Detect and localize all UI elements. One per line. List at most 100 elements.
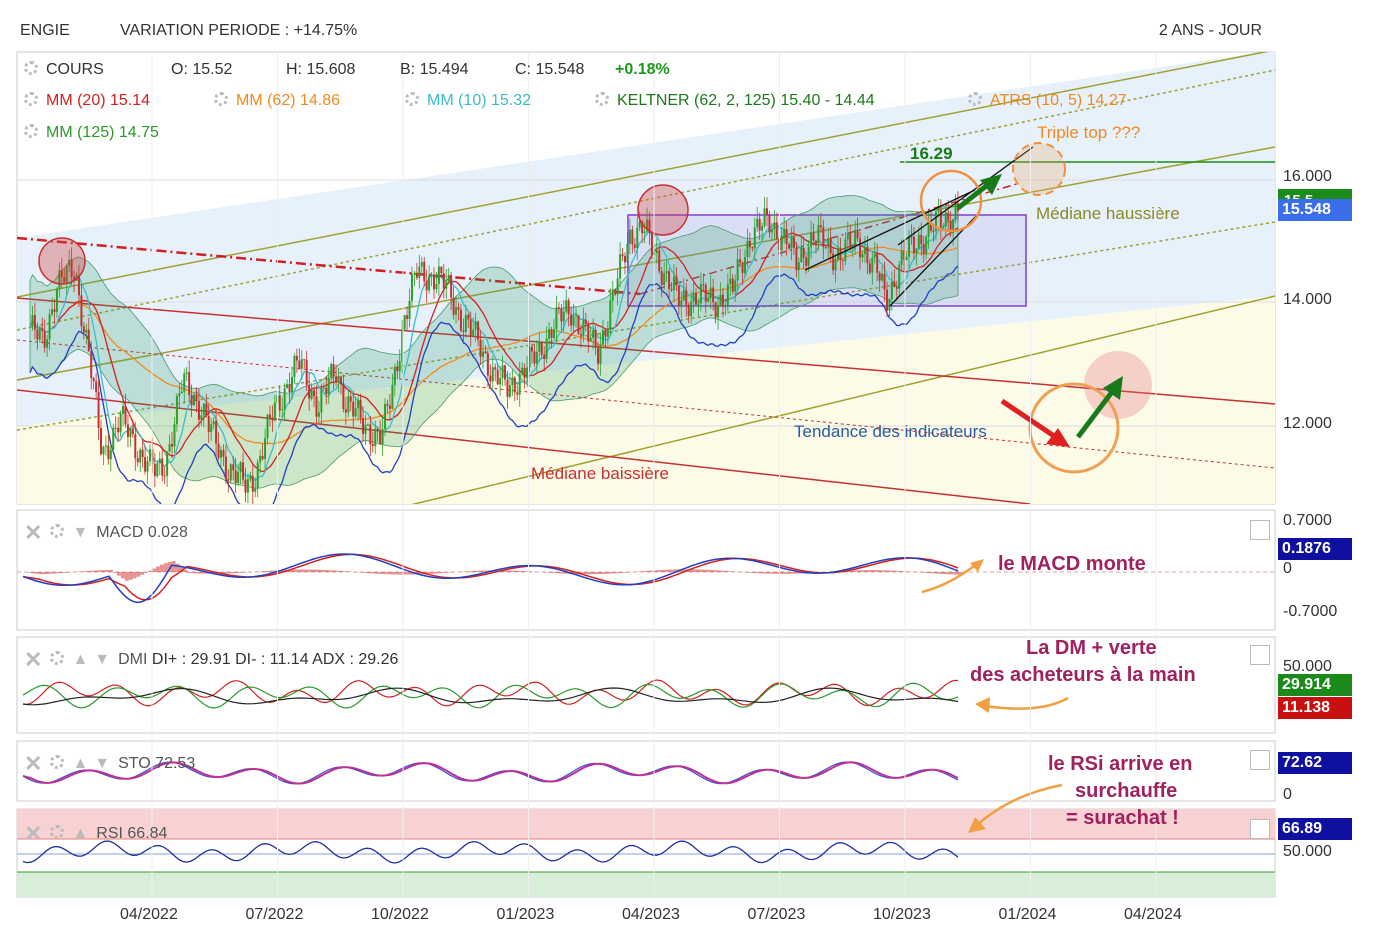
candle	[543, 354, 546, 360]
variation-label: VARIATION PERIODE : +14.75%	[120, 22, 358, 39]
macd-bar	[711, 570, 716, 572]
candle	[158, 458, 161, 464]
candle	[761, 225, 764, 231]
arrow-down-icon[interactable]: ▼	[94, 651, 111, 668]
macd-bar	[199, 572, 203, 574]
candle	[55, 288, 58, 312]
mm20-label: MM (20) 15.14	[46, 92, 151, 109]
gear-icon[interactable]	[24, 61, 38, 75]
candle	[462, 330, 465, 332]
candle	[770, 229, 773, 233]
candle	[440, 266, 443, 274]
gear-icon[interactable]	[50, 524, 65, 538]
dmi-checkbox[interactable]	[1250, 645, 1270, 665]
macd-checkbox[interactable]	[1250, 520, 1270, 540]
arrow-down-icon[interactable]: ▼	[94, 755, 111, 772]
macd-bar	[402, 572, 407, 575]
candle	[724, 306, 727, 308]
sto-d-line	[22, 761, 959, 785]
candle	[805, 257, 808, 266]
candle	[883, 273, 886, 290]
gear-icon[interactable]	[214, 92, 228, 106]
sto-header: ✕ ▲ ▼ STO 72.53	[24, 751, 195, 777]
close-icon[interactable]: ✕	[24, 647, 43, 672]
legend-mm62[interactable]: MM (62) 14.86	[214, 92, 340, 110]
candle	[90, 351, 93, 379]
rsi-checkbox[interactable]	[1250, 819, 1270, 839]
arrow-down-icon[interactable]: ▼	[72, 524, 89, 541]
gear-icon[interactable]	[50, 651, 65, 665]
macd-bar	[116, 572, 121, 576]
macd-bar	[789, 572, 794, 574]
candle	[868, 263, 871, 273]
candle	[577, 315, 580, 334]
candle	[949, 220, 952, 234]
candle	[565, 300, 568, 312]
candle	[663, 273, 666, 286]
ticker-label: ENGIE	[20, 22, 70, 39]
candle	[927, 221, 930, 237]
legend-mm125[interactable]: MM (125) 14.75	[24, 124, 159, 142]
macd-bar	[699, 569, 704, 572]
candle	[352, 401, 355, 417]
candle	[433, 274, 436, 290]
legend-atrs[interactable]: ATRS (10, 5) 14.27	[968, 92, 1127, 110]
legend-mm10[interactable]: MM (10) 15.32	[405, 92, 531, 110]
macd-bar	[46, 572, 51, 574]
macd-bar	[30, 572, 35, 574]
macd-bar	[691, 569, 696, 572]
legend-keltner[interactable]: KELTNER (62, 2, 125) 15.40 - 14.44	[595, 92, 875, 110]
candle	[173, 424, 176, 447]
candle	[153, 463, 156, 477]
sto-checkbox[interactable]	[1250, 750, 1270, 770]
gear-icon[interactable]	[50, 825, 65, 839]
gear-icon[interactable]	[595, 92, 609, 106]
candle	[567, 300, 570, 315]
macd-bar	[234, 572, 239, 574]
x-tick-label: 01/2023	[496, 906, 555, 923]
candle	[371, 444, 374, 446]
close-icon[interactable]: ✕	[24, 520, 43, 545]
macd-bar	[445, 572, 450, 573]
candle	[374, 428, 377, 446]
macd-bar	[152, 568, 157, 572]
arrow-up-icon[interactable]: ▲	[72, 825, 89, 842]
close-icon[interactable]: ✕	[24, 751, 43, 776]
candle	[325, 387, 328, 395]
candle	[129, 428, 132, 437]
candle	[484, 351, 487, 354]
candle	[704, 284, 707, 302]
macd-panel	[16, 509, 1276, 631]
candle	[550, 329, 553, 339]
candle	[636, 227, 639, 248]
macd-bar	[257, 571, 262, 572]
close-icon[interactable]: ✕	[24, 821, 43, 846]
candle	[332, 364, 335, 377]
gear-icon[interactable]	[968, 92, 982, 106]
mm10-label: MM (10) 15.32	[427, 92, 532, 109]
macd-bar	[895, 570, 900, 572]
macd-bar	[476, 570, 481, 572]
candle	[398, 361, 401, 372]
sto-tick: 0	[1283, 786, 1292, 803]
legend-cours[interactable]: COURS	[24, 61, 104, 79]
period-label[interactable]: 2 ANS - JOUR	[1158, 22, 1262, 39]
candle	[709, 287, 712, 298]
candle	[305, 360, 308, 386]
candle	[418, 266, 421, 278]
arrow-up-icon[interactable]: ▲	[72, 755, 89, 772]
legend-mm20[interactable]: MM (20) 15.14	[24, 92, 150, 110]
candle	[222, 450, 225, 457]
macd-bar	[598, 572, 602, 575]
macd-bar	[938, 572, 943, 574]
candle	[954, 203, 957, 220]
gear-icon[interactable]	[24, 124, 38, 138]
macd-bar	[594, 572, 599, 575]
gear-icon[interactable]	[24, 92, 38, 106]
candle	[452, 297, 455, 315]
gear-icon[interactable]	[405, 92, 419, 106]
macd-bar	[926, 572, 931, 574]
arrow-up-icon[interactable]: ▲	[72, 651, 89, 668]
gear-icon[interactable]	[50, 755, 65, 769]
candle	[545, 338, 548, 360]
